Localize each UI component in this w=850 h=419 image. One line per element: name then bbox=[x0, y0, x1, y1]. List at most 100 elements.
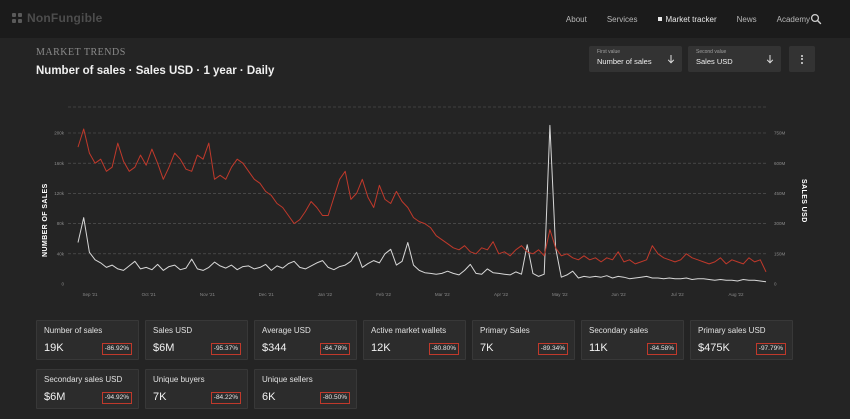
page-title: Number of sales · Sales USD · 1 year · D… bbox=[36, 65, 275, 77]
y-right-tick-label: 0 bbox=[774, 282, 777, 287]
stat-value: $6M bbox=[153, 342, 175, 354]
stat-label: Number of sales bbox=[44, 326, 103, 335]
active-indicator-icon bbox=[657, 17, 662, 21]
arrow-down-icon bbox=[667, 55, 675, 64]
search-icon[interactable] bbox=[810, 13, 822, 25]
stat-value: 6K bbox=[262, 391, 276, 403]
stat-label: Primary Sales bbox=[480, 326, 530, 335]
y-left-tick-label: 80k bbox=[57, 221, 65, 226]
x-tick-label: Nov '21 bbox=[200, 292, 216, 297]
stat-value: 7K bbox=[153, 391, 167, 403]
stat-card-secondary-sales: Secondary sales 11K -84.58% bbox=[581, 320, 684, 360]
nav-link-news[interactable]: News bbox=[736, 14, 757, 24]
stat-value: 19K bbox=[44, 342, 64, 354]
series-line-sales-usd bbox=[77, 128, 767, 273]
nav-link-market-tracker[interactable]: Market tracker bbox=[648, 15, 727, 24]
top-navigation: NonFungible About Services Market tracke… bbox=[0, 0, 850, 38]
y-right-tick-label: 750M bbox=[774, 131, 786, 136]
stat-label: Unique sellers bbox=[262, 375, 313, 384]
stat-label: Secondary sales bbox=[589, 326, 649, 335]
x-tick-label: Jul '22 bbox=[671, 292, 684, 297]
second-value-label: Second value bbox=[696, 49, 727, 55]
stat-change-badge: -84.58% bbox=[646, 343, 677, 355]
more-dot-icon bbox=[801, 54, 803, 57]
x-tick-label: May '22 bbox=[552, 292, 568, 297]
stat-card-active-market-wallets: Active market wallets 12K -80.80% bbox=[363, 320, 466, 360]
logo-icon bbox=[12, 13, 22, 23]
stat-value: 11K bbox=[589, 342, 608, 354]
x-tick-label: Apr '22 bbox=[494, 292, 509, 297]
x-tick-label: Aug '22 bbox=[728, 292, 744, 297]
second-value-select[interactable]: Second value Sales USD bbox=[688, 46, 781, 72]
stat-card-unique-sellers: Unique sellers 6K -80.50% bbox=[254, 369, 357, 409]
stat-label: Sales USD bbox=[153, 326, 193, 335]
stat-card-primary-sales: Primary Sales 7K -89.34% bbox=[472, 320, 575, 360]
y-right-tick-label: 150M bbox=[774, 251, 786, 256]
stat-value: $475K bbox=[698, 342, 730, 354]
y-right-axis-title: SALES USD bbox=[800, 179, 807, 223]
stat-label: Unique buyers bbox=[153, 375, 205, 384]
stat-card-secondary-sales-usd: Secondary sales USD $6M -94.92% bbox=[36, 369, 139, 409]
nav-link-services[interactable]: Services bbox=[606, 14, 638, 24]
stat-change-badge: -64.78% bbox=[319, 343, 350, 355]
stat-change-badge: -95.37% bbox=[210, 343, 241, 355]
arrow-down-icon bbox=[766, 55, 774, 64]
stat-card-average-usd: Average USD $344 -64.78% bbox=[254, 320, 357, 360]
y-right-tick-label: 600M bbox=[774, 161, 786, 166]
stat-change-badge: -80.80% bbox=[428, 343, 459, 355]
stat-value: $344 bbox=[262, 342, 287, 354]
stat-card-number-of-sales: Number of sales 19K -86.92% bbox=[36, 320, 139, 360]
brand-name: NonFungible bbox=[27, 11, 103, 25]
stat-change-badge: -80.50% bbox=[319, 392, 350, 404]
y-left-tick-label: 160k bbox=[54, 161, 65, 166]
stat-value: $6M bbox=[44, 391, 66, 403]
y-right-tick-label: 300M bbox=[774, 221, 786, 226]
y-left-tick-label: 200k bbox=[54, 131, 65, 136]
y-left-tick-label: 120k bbox=[54, 191, 65, 196]
x-tick-label: Mar '22 bbox=[435, 292, 450, 297]
chart-svg: 0 0 40k 150M 80k 300M 120k 450M 160k 600M 200k 750M… bbox=[42, 106, 807, 297]
stat-label: Average USD bbox=[262, 326, 311, 335]
chart-series bbox=[77, 124, 767, 283]
y-left-axis-title: NUMBER OF SALES bbox=[42, 183, 49, 257]
first-value-current: Number of sales bbox=[597, 57, 652, 66]
x-tick-label: Oct '21 bbox=[142, 292, 157, 297]
section-label: MARKET TRENDS bbox=[36, 47, 126, 58]
market-trends-chart: 0 0 40k 150M 80k 300M 120k 450M 160k 600M 200k 750M… bbox=[36, 95, 816, 305]
y-left-tick-label: 40k bbox=[57, 251, 65, 256]
chart-grid bbox=[68, 106, 766, 255]
more-options-button[interactable] bbox=[789, 46, 815, 72]
x-tick-label: Sep '21 bbox=[82, 292, 98, 297]
first-value-label: First value bbox=[597, 49, 621, 55]
series-line-number-of-sales bbox=[77, 124, 767, 283]
stat-label: Primary sales USD bbox=[698, 326, 766, 335]
y-left-tick-label: 0 bbox=[61, 282, 64, 287]
stat-change-badge: -84.22% bbox=[210, 392, 241, 404]
nav-link-about[interactable]: About bbox=[565, 14, 587, 24]
stat-change-badge: -94.92% bbox=[101, 392, 132, 404]
stat-card-unique-buyers: Unique buyers 7K -84.22% bbox=[145, 369, 248, 409]
first-value-select[interactable]: First value Number of sales bbox=[589, 46, 682, 72]
stat-value: 7K bbox=[480, 342, 494, 354]
stat-card-sales-usd: Sales USD $6M -95.37% bbox=[145, 320, 248, 360]
stat-label: Active market wallets bbox=[371, 326, 447, 335]
x-tick-label: Dec '21 bbox=[259, 292, 275, 297]
stat-change-badge: -89.34% bbox=[537, 343, 568, 355]
second-value-current: Sales USD bbox=[696, 57, 733, 66]
nav-link-academy[interactable]: Academy bbox=[776, 14, 810, 24]
nav-links: About Services Market tracker News Acade… bbox=[556, 0, 820, 38]
stat-label: Secondary sales USD bbox=[44, 375, 123, 384]
stat-change-badge: -97.79% bbox=[755, 343, 786, 355]
nav-link-market-tracker-label: Market tracker bbox=[665, 14, 717, 24]
brand-logo[interactable]: NonFungible bbox=[12, 11, 103, 25]
x-tick-label: Feb '22 bbox=[376, 292, 391, 297]
x-tick-label: Jan '22 bbox=[318, 292, 333, 297]
stat-value: 12K bbox=[371, 342, 391, 354]
more-dot-icon bbox=[801, 58, 803, 60]
stat-card-primary-sales-usd: Primary sales USD $475K -97.79% bbox=[690, 320, 793, 360]
stat-change-badge: -86.92% bbox=[101, 343, 132, 355]
chart-ticks: 0 0 40k 150M 80k 300M 120k 450M 160k 600M 200k 750M… bbox=[54, 131, 785, 297]
more-dot-icon bbox=[801, 61, 803, 64]
x-tick-label: Jun '22 bbox=[611, 292, 626, 297]
y-right-tick-label: 450M bbox=[774, 191, 786, 196]
